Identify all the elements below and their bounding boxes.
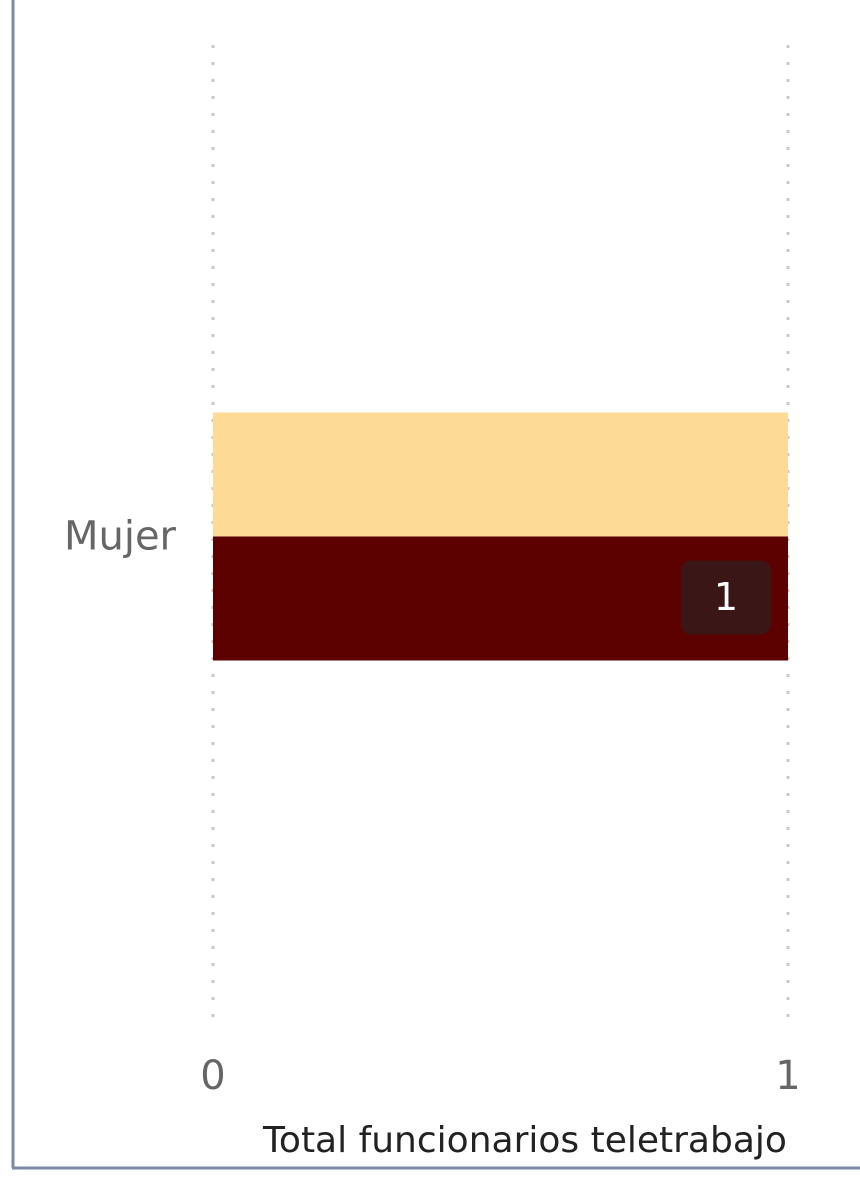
bar <box>213 412 788 537</box>
x-axis-title: Total funcionarios teletrabajo <box>262 1120 787 1161</box>
data-label: 1 <box>714 575 738 619</box>
data-label-box <box>681 560 771 635</box>
x-tick-label: 1 <box>775 1053 800 1099</box>
x-tick-label: 0 <box>200 1053 225 1099</box>
category-label: Mujer <box>64 514 177 560</box>
